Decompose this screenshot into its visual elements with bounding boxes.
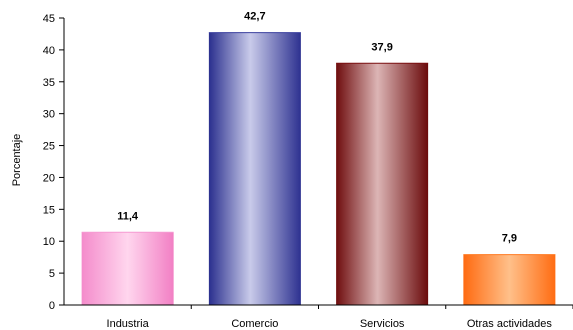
bar-otras-actividades <box>463 254 556 305</box>
bar-comercio <box>208 32 301 306</box>
y-tick-label: 45 <box>43 13 55 25</box>
bar-servicios <box>336 63 429 305</box>
y-tick-label: 25 <box>43 141 55 153</box>
category-label: Industria <box>107 318 150 330</box>
y-tick-label: 15 <box>43 204 55 216</box>
y-axis-title-group: Porcentaje <box>11 134 23 187</box>
y-tick-label: 20 <box>43 172 55 184</box>
y-tick-label: 40 <box>43 45 55 57</box>
data-label: 7,9 <box>502 233 517 245</box>
bars <box>81 32 556 306</box>
y-axis-title: Porcentaje <box>11 134 23 187</box>
data-label: 37,9 <box>371 41 392 53</box>
category-label: Servicios <box>360 318 405 330</box>
category-label: Comercio <box>231 318 278 330</box>
y-tick-label: 10 <box>43 236 55 248</box>
bar-industria <box>81 232 174 305</box>
data-label: 42,7 <box>244 11 265 23</box>
data-label: 11,4 <box>117 210 139 222</box>
category-label: Otras actividades <box>467 318 552 330</box>
y-tick-label: 35 <box>43 77 55 89</box>
y-axis-ticks: 0 5 10 15 20 25 30 35 40 45 <box>43 13 64 312</box>
y-tick-label: 0 <box>49 300 55 312</box>
y-tick-label: 5 <box>49 268 55 280</box>
data-labels: 11,4 42,7 37,9 7,9 <box>117 11 517 245</box>
y-tick-label: 30 <box>43 109 55 121</box>
x-axis-category-labels: Industria Comercio Servicios Otras activida… <box>107 305 573 330</box>
